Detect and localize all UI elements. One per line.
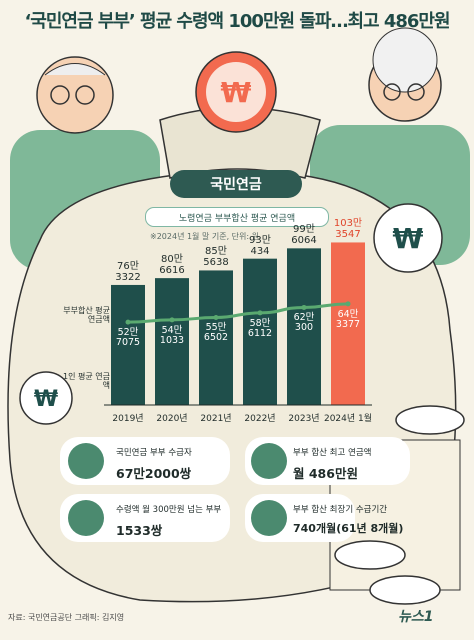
line-value-label: 52만 7075 (115, 327, 141, 349)
couple-series-label: 부부합산 평균 연금액 (63, 306, 110, 324)
x-tick-label: 2024년 1월 (323, 414, 373, 424)
x-tick-label: 2021년 (200, 414, 232, 424)
news1-logo: 뉴스1 (398, 609, 434, 625)
svg-text:₩: ₩ (221, 76, 252, 109)
bar-value-label: 80만 6616 (159, 254, 185, 277)
bar-value-label: 85만 5638 (203, 246, 229, 269)
stat-label: 부부 합산 최장기 수급기간 (293, 505, 388, 515)
svg-text:₩: ₩ (393, 222, 424, 255)
line-value-label: 62만 300 (293, 312, 315, 334)
line-point-3 (257, 310, 263, 316)
stat-card-max: 부부 합산 최고 연금액 월 486만원 (245, 437, 410, 485)
stat-value: 67만2000쌍 (116, 466, 192, 481)
source-credit: 자료: 국민연금공단 그래픽: 김지영 (8, 613, 125, 622)
sack-label: 국민연금 (170, 170, 302, 198)
line-point-0 (125, 319, 131, 325)
won-coin-icon-left: ₩ (19, 371, 73, 425)
unit-note: ※2024년 1월 말 기준, 단위: 원 (150, 232, 259, 241)
single-series-label: 1인 평균 연금액 (63, 372, 110, 390)
line-value-label: 64만 3377 (335, 308, 361, 330)
bar-3 (243, 258, 277, 405)
money-bag-icon (251, 443, 287, 479)
stat-value: 740개월(61년 8개월) (293, 522, 404, 535)
stat-card-over300: 수령액 월 300만원 넘는 부부 1533쌍 (60, 494, 230, 542)
bar-value-label: 99만 6064 (291, 224, 317, 247)
bar-value-label: 76만 3322 (115, 260, 141, 283)
won-coin-icon-top: ₩ (195, 51, 277, 133)
bar-0 (111, 284, 145, 405)
line-value-label: 58만 6112 (247, 317, 273, 339)
line-value-label: 55만 6502 (203, 322, 229, 344)
clock-coin-icon (251, 500, 287, 536)
bar-5 (331, 242, 365, 405)
x-tick-label: 2022년 (244, 414, 276, 424)
line-value-label: 54만 1033 (159, 324, 185, 346)
bar-value-label: 93만 434 (249, 234, 271, 257)
bar-4 (287, 248, 321, 405)
chart-subtitle: 노령연금 부부합산 평균 연금액 (145, 207, 329, 227)
stat-label: 부부 합산 최고 연금액 (293, 448, 372, 458)
stat-value: 월 486만원 (293, 466, 358, 481)
x-tick-label: 2020년 (156, 414, 188, 424)
stat-label: 국민연금 부부 수급자 (116, 448, 192, 458)
line-point-4 (301, 304, 307, 310)
x-tick-label: 2023년 (288, 414, 320, 424)
line-point-2 (213, 314, 219, 320)
x-tick-label: 2019년 (112, 414, 144, 424)
single-avg-line (127, 302, 349, 324)
stat-label: 수령액 월 300만원 넘는 부부 (116, 505, 222, 515)
laptop-coin-icon (68, 500, 104, 536)
bar-2 (199, 270, 233, 405)
stat-card-couples: 국민연금 부부 수급자 67만2000쌍 (60, 437, 230, 485)
svg-text:₩: ₩ (34, 387, 58, 412)
page-title: ‘국민연금 부부’ 평균 수령액 100만원 돌파…최고 486만원 (24, 11, 450, 32)
won-coin-icon-right: ₩ (373, 203, 443, 273)
people-coin-icon (68, 443, 104, 479)
stat-card-longest: 부부 합산 최장기 수급기간 740개월(61년 8개월) (245, 494, 403, 542)
line-point-1 (169, 317, 175, 323)
bar-value-label: 103만 3547 (333, 218, 363, 241)
bar-1 (155, 278, 189, 405)
stat-value: 1533쌍 (116, 523, 163, 538)
line-point-5 (345, 301, 351, 307)
